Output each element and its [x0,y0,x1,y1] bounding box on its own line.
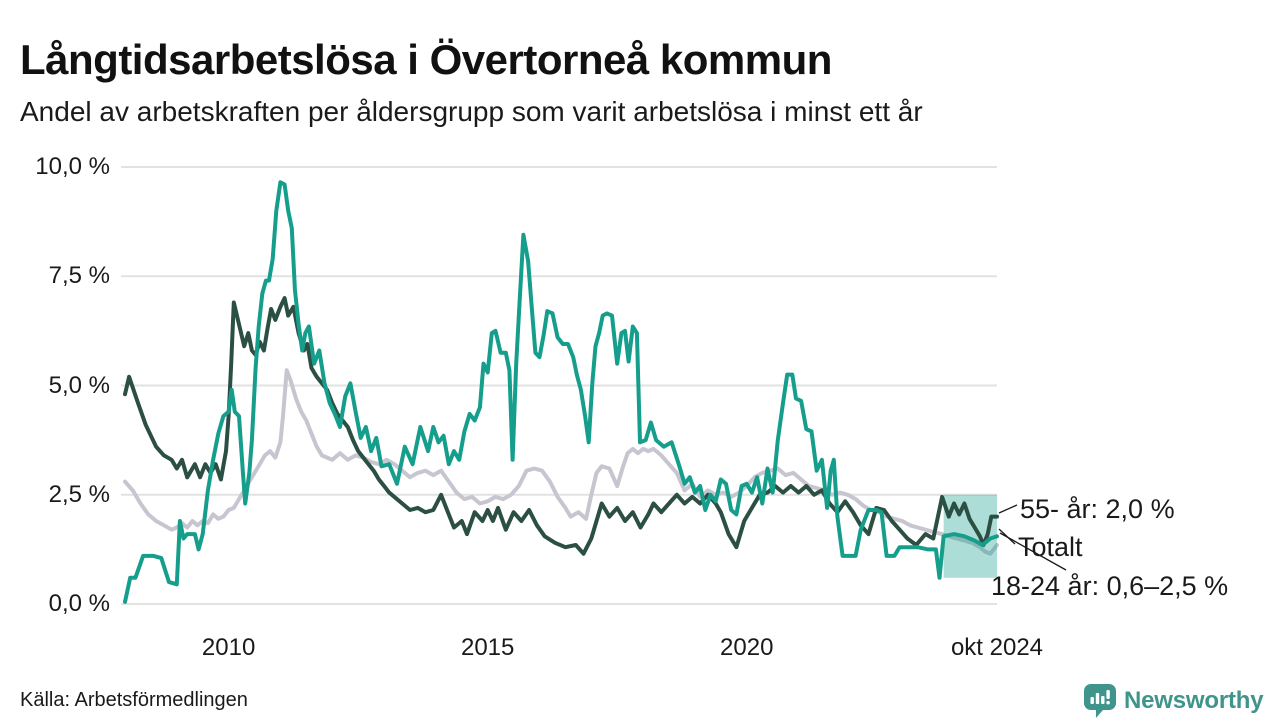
source-text: Källa: Arbetsförmedlingen [20,689,248,711]
annotation-leader-line [998,504,1018,514]
y-axis-tick-label: 7,5 % [48,262,110,290]
annotation-leader-line [999,532,1067,571]
newsworthy-brand: Newsworthy [1082,682,1264,719]
x-axis-tick-label: 2020 [720,634,774,661]
newsworthy-wordmark: Newsworthy [1124,686,1264,714]
chart-subtitle: Andel av arbetskraften per åldersgrupp s… [20,96,923,127]
annotation-55ar: 55- år: 2,0 % [1020,494,1175,524]
line-18-24ar [123,180,999,604]
x-axis-tick-label: 2015 [460,634,515,661]
x-axis-tick-label: okt 2024 [950,634,1044,661]
y-axis-tick-label: 10,0 % [35,153,110,180]
y-axis-tick-label: 5,0 % [48,371,110,399]
y-axis-tick-label: 0,0 % [48,590,110,617]
x-axis-tick-label: 2010 [201,634,256,661]
line-55ar [123,296,999,556]
newsworthy-logo-icon [1082,682,1118,719]
annotation-totalt: Totalt [1018,532,1083,562]
y-axis-tick-label: 2,5 % [48,480,110,508]
chart-title: Långtidsarbetslösa i Övertorneå kommun [20,36,832,84]
annotation-18-24ar: 18-24 år: 0,6–2,5 % [991,571,1229,601]
